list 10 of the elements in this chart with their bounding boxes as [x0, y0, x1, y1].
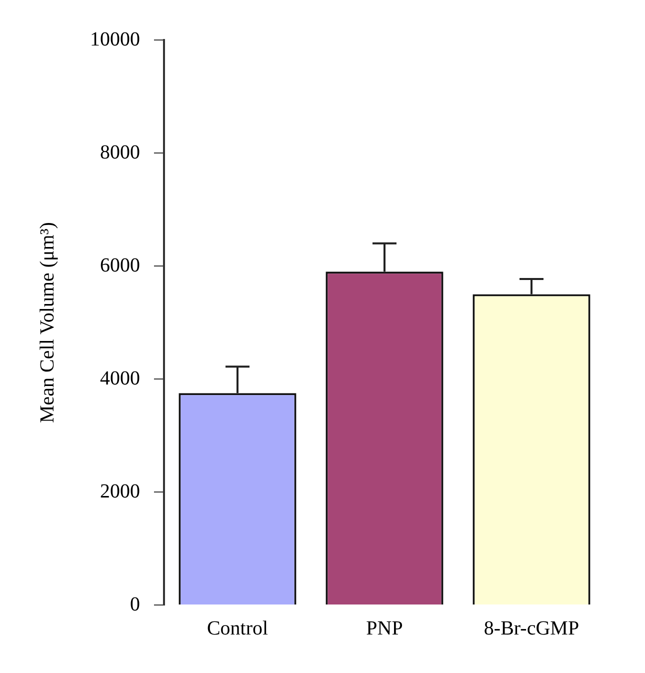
x-tick-label: PNP — [366, 617, 403, 640]
y-tick-label: 10000 — [90, 28, 140, 50]
y-tick-label: 2000 — [100, 480, 140, 502]
y-axis-title: Mean Cell Volume (μm³) — [36, 222, 58, 423]
y-tick-label: 6000 — [100, 254, 140, 276]
y-tick-label: 8000 — [100, 141, 140, 164]
y-tick-label: 0 — [130, 593, 140, 616]
x-tick-label: 8-Br-cGMP — [484, 617, 580, 640]
x-tick-label: Control — [206, 617, 268, 640]
y-tick-label: 4000 — [100, 367, 140, 390]
